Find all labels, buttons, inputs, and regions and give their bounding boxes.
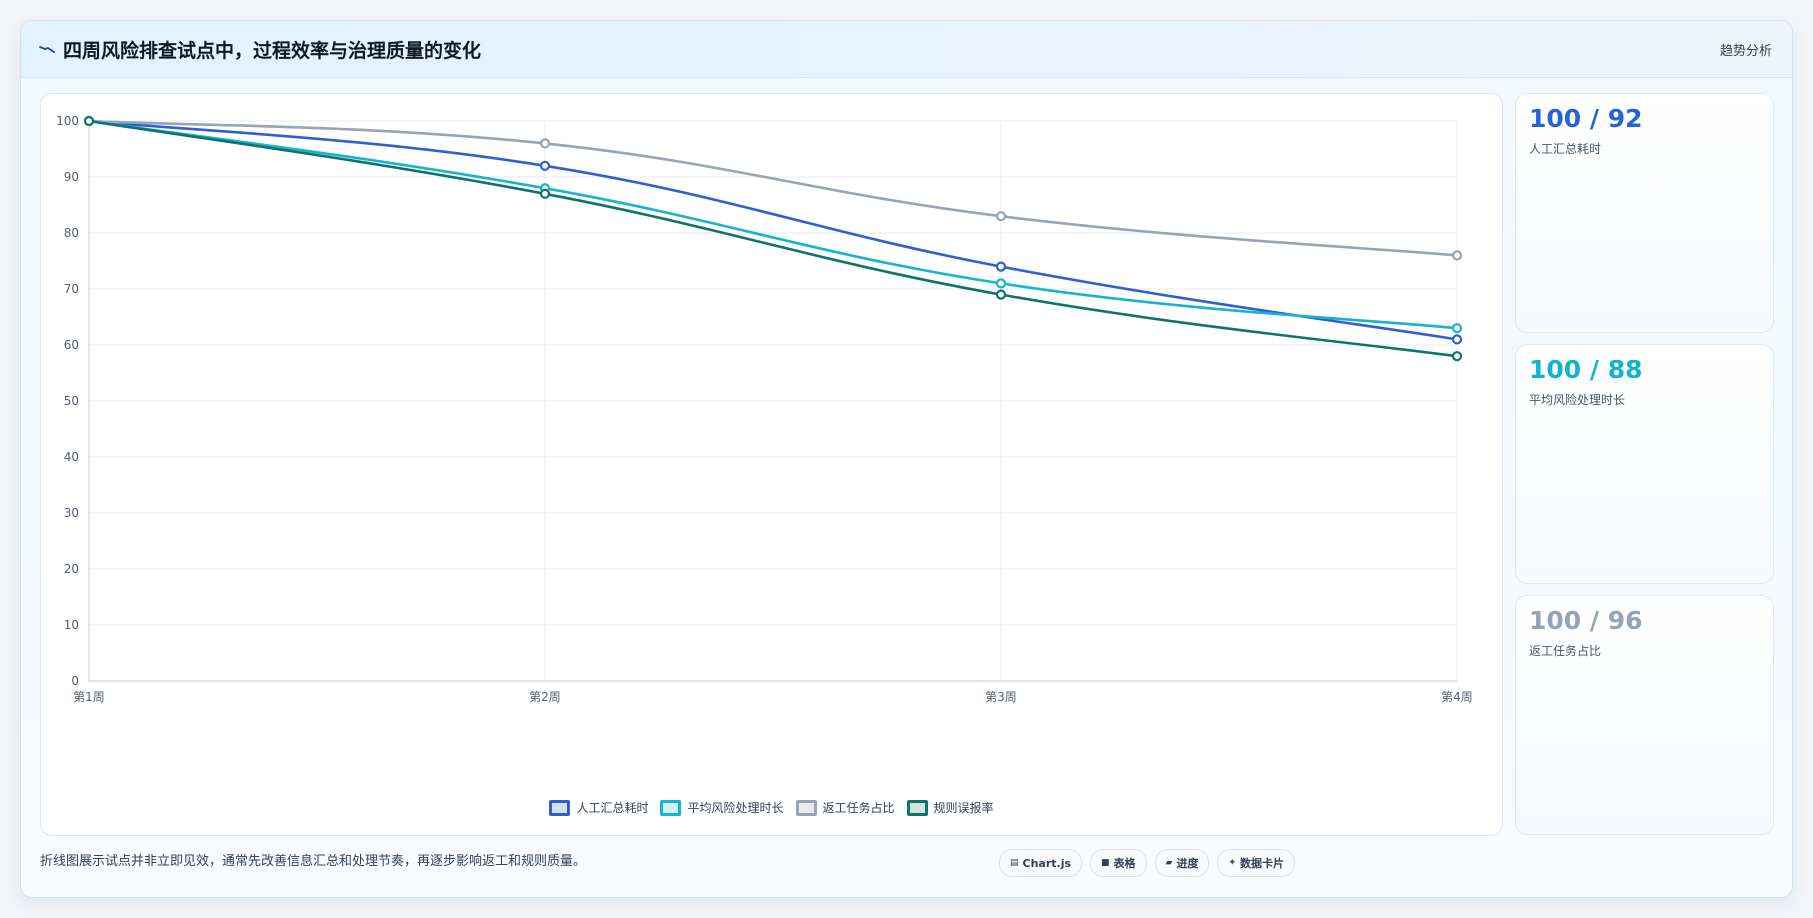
series-line-0 bbox=[87, 119, 1459, 341]
y-tick-label: 0 bbox=[71, 674, 79, 688]
data-point[interactable] bbox=[539, 188, 551, 199]
kpi-value: 100 / 88 bbox=[1529, 355, 1643, 384]
y-tick-label: 30 bbox=[64, 506, 79, 520]
y-tick-label: 10 bbox=[64, 618, 79, 632]
chip-label: 表格 bbox=[1113, 857, 1136, 870]
trend-down-icon bbox=[39, 40, 55, 56]
y-tick-label: 100 bbox=[56, 114, 79, 128]
kpi-label: 返工任务占比 bbox=[1529, 644, 1602, 658]
kpi-value: 100 / 92 bbox=[1529, 104, 1643, 133]
x-tick-label: 第1周 bbox=[73, 690, 105, 704]
table-icon: ■ bbox=[1101, 858, 1110, 868]
y-tick-label: 60 bbox=[64, 338, 79, 352]
trend-card: 四周风险排查试点中，过程效率与治理质量的变化 趋势分析 0 10 20 30 40 50 6… bbox=[20, 20, 1793, 898]
legend-label: 规则误报率 bbox=[933, 801, 994, 815]
kpi-card-avg-risk-handling-time: 100 / 88 平均风险处理时长 bbox=[1515, 344, 1774, 584]
data-point[interactable] bbox=[1451, 334, 1463, 345]
legend-item-2[interactable]: 返工任务占比 bbox=[795, 799, 895, 816]
chart-legend: 人工汇总耗时 平均风险处理时长 返工任务占比 规则误报率 bbox=[41, 799, 1502, 816]
data-card-icon: ✦ bbox=[1228, 858, 1237, 868]
kpi-label: 人工汇总耗时 bbox=[1529, 142, 1602, 156]
chip-chartjs[interactable]: ▤ Chart.js bbox=[999, 849, 1083, 877]
kpi-label: 平均风险处理时长 bbox=[1529, 393, 1626, 407]
y-tick-label: 40 bbox=[64, 450, 79, 464]
x-tick-label: 第3周 bbox=[985, 690, 1017, 704]
legend-item-3[interactable]: 规则误报率 bbox=[906, 799, 994, 816]
data-point[interactable] bbox=[995, 289, 1007, 300]
data-point[interactable] bbox=[83, 115, 95, 127]
data-point[interactable] bbox=[995, 278, 1007, 289]
series-line-2 bbox=[87, 119, 1459, 257]
trend-analysis-label: 趋势分析 bbox=[1719, 44, 1772, 59]
y-tick-label: 20 bbox=[64, 562, 79, 576]
data-point[interactable] bbox=[995, 261, 1007, 272]
x-tick-label: 第2周 bbox=[529, 690, 561, 704]
chart-panel: 0 10 20 30 40 50 60 70 80 90 100 第1周 第2周 第3周 第4周 人工汇总耗… bbox=[40, 93, 1503, 836]
card-header: 四周风险排查试点中，过程效率与治理质量的变化 趋势分析 bbox=[21, 21, 1792, 78]
data-point[interactable] bbox=[539, 138, 551, 149]
y-tick-label: 50 bbox=[64, 394, 79, 408]
series-line-1 bbox=[87, 119, 1459, 330]
x-tick-label: 第4周 bbox=[1441, 690, 1473, 704]
data-point[interactable] bbox=[539, 160, 551, 171]
data-point[interactable] bbox=[1451, 323, 1463, 334]
chip-label: 进度 bbox=[1176, 857, 1199, 870]
chip-table[interactable]: ■ 表格 bbox=[1090, 849, 1147, 877]
chip-progress[interactable]: ▰ 进度 bbox=[1154, 849, 1210, 877]
legend-swatch bbox=[906, 799, 928, 816]
progress-icon: ▰ bbox=[1165, 858, 1173, 868]
line-chart: 0 10 20 30 40 50 60 70 80 90 100 第1周 第2周 第3周 第4周 bbox=[56, 114, 1473, 704]
page-title: 四周风险排查试点中，过程效率与治理质量的变化 bbox=[63, 40, 482, 62]
kpi-value: 100 / 96 bbox=[1529, 606, 1643, 635]
chip-label: 数据卡片 bbox=[1240, 857, 1285, 870]
data-point[interactable] bbox=[1451, 250, 1463, 261]
legend-item-0[interactable]: 人工汇总耗时 bbox=[549, 799, 648, 816]
chip-label: Chart.js bbox=[1022, 856, 1072, 870]
legend-swatch bbox=[795, 799, 817, 816]
legend-swatch bbox=[660, 799, 682, 816]
data-point[interactable] bbox=[1451, 351, 1463, 362]
y-tick-label: 70 bbox=[64, 282, 79, 296]
chip-data-card[interactable]: ✦ 数据卡片 bbox=[1217, 849, 1296, 877]
legend-item-1[interactable]: 平均风险处理时长 bbox=[660, 799, 784, 816]
y-tick-label: 80 bbox=[64, 226, 79, 240]
legend-label: 人工汇总耗时 bbox=[576, 801, 649, 815]
legend-label: 平均风险处理时长 bbox=[687, 801, 784, 815]
y-tick-label: 90 bbox=[64, 170, 79, 184]
series-line-3 bbox=[87, 119, 1459, 358]
kpi-card-manual-summary-time: 100 / 92 人工汇总耗时 bbox=[1515, 93, 1774, 333]
footer-chips: ▤ Chart.js ■ 表格 ▰ 进度 ✦ 数据卡片 bbox=[999, 849, 1296, 877]
footer-note: 折线图展示试点并非立即见效，通常先改善信息汇总和处理节奏，再逐步影响返工和规则质… bbox=[40, 854, 587, 869]
kpi-card-rework-task-ratio: 100 / 96 返工任务占比 bbox=[1515, 595, 1774, 835]
legend-label: 返工任务占比 bbox=[822, 801, 895, 815]
chart-icon: ▤ bbox=[1010, 858, 1019, 868]
data-point[interactable] bbox=[995, 211, 1007, 222]
legend-swatch bbox=[549, 799, 571, 816]
